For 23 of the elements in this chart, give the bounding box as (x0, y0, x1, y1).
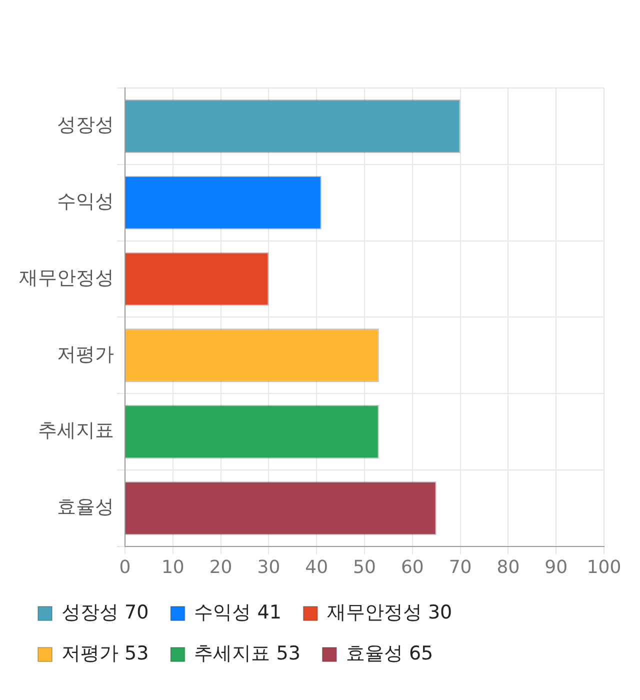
legend-label: 수익성 41 (194, 601, 282, 624)
y-tick-label: 수익성 (57, 190, 114, 213)
x-tick-label: 70 (448, 556, 472, 578)
legend-label: 성장성 70 (62, 601, 149, 624)
x-tick-label: 20 (209, 556, 232, 578)
legend-label: 재무안정성 30 (326, 601, 452, 624)
y-tick-label: 재무안정성 (19, 266, 114, 289)
x-tick-label: 30 (257, 556, 280, 578)
legend-label: 추세지표 53 (194, 642, 300, 664)
x-tick-label: 0 (119, 556, 131, 578)
x-tick-label: 10 (161, 556, 184, 578)
x-tick-label: 60 (400, 556, 424, 578)
x-tick-label: 80 (496, 556, 520, 578)
x-tick-label: 40 (305, 556, 328, 578)
y-tick-label: 저평가 (57, 343, 114, 366)
legend-label: 저평가 53 (62, 642, 149, 664)
y-tick-label: 효율성 (57, 496, 114, 518)
y-tick-label: 성장성 (57, 114, 114, 136)
x-tick-label: 100 (586, 556, 622, 578)
y-tick-label: 추세지표 (38, 420, 114, 442)
x-tick-label: 50 (353, 556, 376, 578)
x-tick-label: 90 (544, 556, 568, 578)
legend-label: 효율성 65 (346, 642, 434, 664)
